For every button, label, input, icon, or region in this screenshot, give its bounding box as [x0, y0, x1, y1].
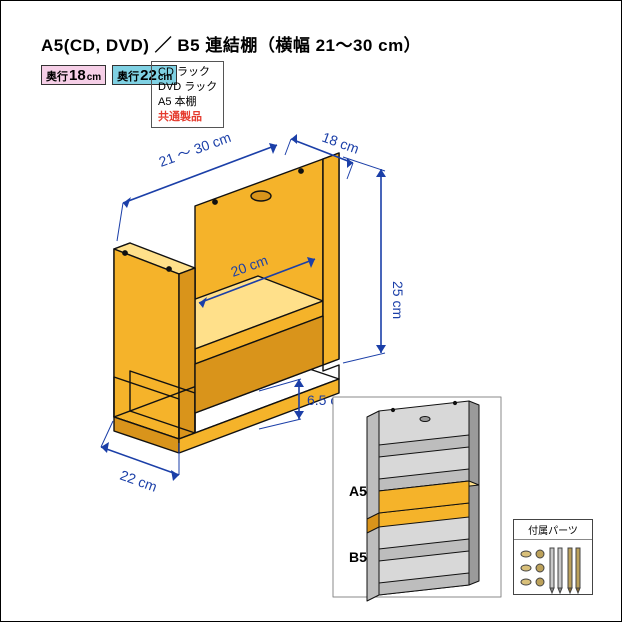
shelf-label-lower: B5: [349, 549, 367, 565]
parts-icons: [514, 540, 592, 594]
shelf-label-upper: A5: [349, 483, 367, 499]
dim-bottom-depth: 22 cm: [118, 467, 159, 495]
parts-header: 付属パーツ: [514, 520, 592, 540]
dim-width-range: 21 〜 30 cm: [157, 129, 233, 170]
included-parts-box: 付属パーツ: [513, 519, 593, 595]
dim-height: 25 cm: [390, 281, 406, 319]
